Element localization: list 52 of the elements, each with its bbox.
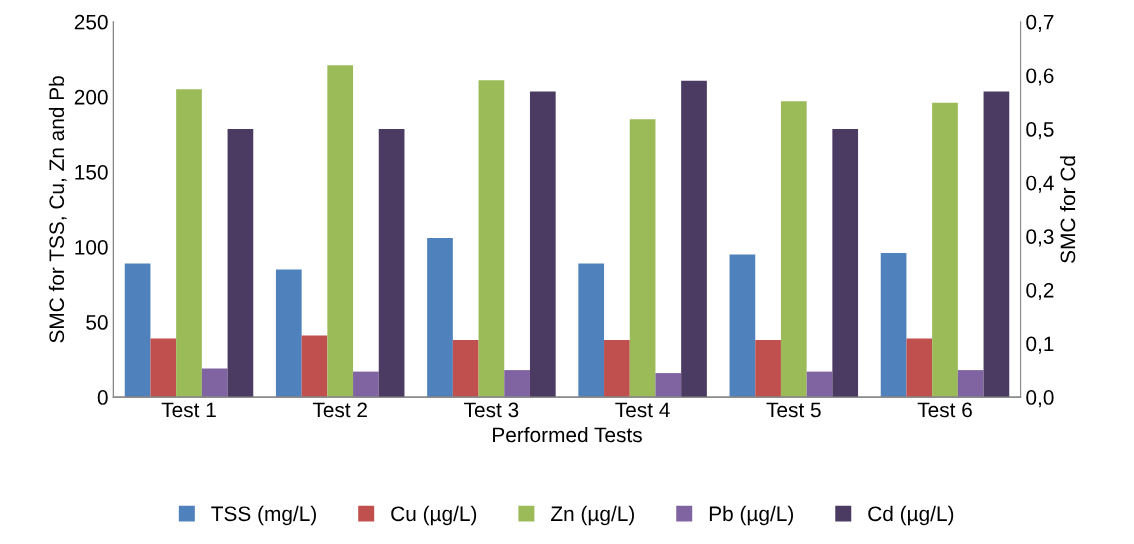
x-tick-label: Test 4 <box>615 402 670 418</box>
y-tick-label: 100 <box>75 239 108 255</box>
y-tick-label: 250 <box>74 14 108 30</box>
bar <box>478 80 505 398</box>
bar <box>504 370 530 398</box>
bar <box>629 119 656 398</box>
bar <box>880 252 907 398</box>
bar <box>452 340 479 398</box>
y2-tick-label: 0,7 <box>1026 14 1054 32</box>
bar <box>124 263 151 398</box>
bar <box>932 102 958 398</box>
x-tick-label: Test 2 <box>312 402 367 418</box>
x-tick-label: Test 6 <box>917 402 972 418</box>
bar <box>275 269 302 398</box>
y2-tick-label: 0,0 <box>1026 390 1054 408</box>
legend-label: Zn (µg/L) <box>551 505 634 526</box>
bar <box>327 65 354 398</box>
bar <box>578 263 605 398</box>
bar <box>301 335 328 398</box>
y-tick-label: 0 <box>97 390 108 405</box>
y-tick-label: 50 <box>86 315 108 330</box>
x-tick-label: Test 5 <box>766 402 821 418</box>
bar <box>780 101 807 398</box>
y-tick-label: 200 <box>74 89 108 105</box>
bar <box>957 370 984 398</box>
y-tick-label: 150 <box>75 164 108 180</box>
legend-label: Cd (µg/L) <box>868 505 954 526</box>
y2-tick-label: 0,2 <box>1026 282 1054 301</box>
y2-tick-label: 0,6 <box>1026 68 1054 86</box>
bar <box>427 237 453 398</box>
bar <box>729 254 756 398</box>
x-tick-label: Test 1 <box>161 402 216 418</box>
y-axis-title: SMC for TSS, Cu, Zn and Pb <box>48 76 67 343</box>
bar <box>906 338 933 398</box>
legend-label: Cu (µg/L) <box>391 505 477 526</box>
x-axis-title: Performed Tests <box>493 426 642 443</box>
y2-tick-label: 0,5 <box>1026 122 1054 140</box>
bar <box>176 89 202 398</box>
y2-tick-label: 0,4 <box>1026 175 1054 193</box>
y2-tick-label: 0,1 <box>1026 336 1054 354</box>
y2-axis-title: SMC for Cd <box>1059 156 1076 263</box>
bar <box>755 340 781 398</box>
x-tick-label: Test 3 <box>464 402 519 418</box>
y2-tick-label: 0,3 <box>1026 229 1054 247</box>
bar <box>655 373 682 398</box>
bar <box>353 371 379 398</box>
bar <box>201 368 228 398</box>
legend-label: Pb (µg/L) <box>709 505 794 526</box>
bar <box>806 371 833 398</box>
legend-label: TSS (mg/L) <box>211 505 316 526</box>
bar <box>604 340 630 398</box>
bar <box>150 338 177 398</box>
